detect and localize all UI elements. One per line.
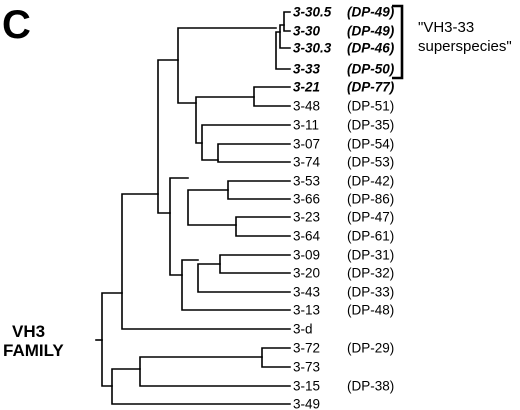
dp-label: (DP-35): [347, 118, 394, 133]
branch-node-h: [283, 11, 291, 32]
branch-node-r: [219, 254, 291, 274]
branch-node-i: [253, 86, 291, 107]
dp-label: (DP-42): [347, 174, 394, 189]
branch-node-root: [101, 292, 123, 387]
leaf-label: 3-66: [293, 192, 320, 207]
leaf-label: 3-30.5: [293, 5, 332, 20]
branch-node-a: [121, 193, 291, 330]
leaf-label: 3-72: [293, 341, 320, 356]
branch-node-s: [139, 356, 291, 387]
branch-node-m: [187, 189, 237, 226]
dp-label: (DP-49): [347, 5, 395, 20]
leaf-label: 3-48: [293, 99, 320, 114]
dp-label: (DP-49): [347, 24, 395, 39]
leaf-label: 3-43: [293, 285, 320, 300]
branch-node-l: [111, 368, 291, 405]
branch-node-q: [197, 263, 291, 293]
leaf-label: 3-30.3: [293, 41, 332, 56]
leaf-label: 3-74: [293, 155, 321, 170]
branch-node-p: [235, 216, 291, 237]
dp-label: (DP-77): [347, 80, 395, 95]
leaf-label: 3-07: [293, 137, 320, 152]
dp-label: (DP-46): [347, 41, 395, 56]
dp-label: (DP-32): [347, 266, 394, 281]
leaf-label: 3-d: [293, 322, 313, 337]
dp-label: (DP-51): [347, 99, 394, 114]
leaf-label: 3-20: [293, 266, 320, 281]
leaf-label: 3-30: [293, 24, 321, 39]
tree-branches: [95, 11, 291, 405]
dp-labels: (DP-49) (DP-49) (DP-46) (DP-50) (DP-77) (DP-5…: [347, 5, 395, 394]
branch-node-o: [227, 180, 291, 200]
dp-label: (DP-53): [347, 155, 394, 170]
branch-node-j: [201, 124, 291, 161]
branch-node-n: [181, 259, 291, 311]
dp-label: (DP-86): [347, 192, 394, 207]
superspecies-label-line2: superspecies": [418, 38, 512, 55]
leaf-label: 3-13: [293, 303, 320, 318]
leaf-label: 3-73: [293, 360, 320, 375]
branch-node-d: [169, 177, 189, 276]
dp-label: (DP-50): [347, 62, 395, 77]
leaf-label: 3-33: [293, 62, 321, 77]
branch-node-g: [279, 24, 291, 49]
superspecies-label-line1: "VH3-33: [418, 19, 474, 36]
branch-node-b: [157, 59, 179, 214]
dp-label: (DP-29): [347, 341, 394, 356]
dp-label: (DP-61): [347, 229, 394, 244]
dp-label: (DP-31): [347, 248, 394, 263]
superspecies-bracket: [392, 4, 404, 80]
dp-label: (DP-48): [347, 303, 394, 318]
dp-label: (DP-38): [347, 379, 394, 394]
branch-node-f: [195, 96, 255, 144]
dp-label: (DP-54): [347, 137, 394, 152]
leaf-label: 3-23: [293, 210, 320, 225]
dp-label: (DP-33): [347, 285, 394, 300]
branch-node-c: [177, 27, 277, 104]
leaf-label: 3-64: [293, 229, 321, 244]
branch-node-t: [261, 347, 291, 368]
root-label-line1: VH3: [12, 322, 45, 341]
dp-label: (DP-47): [347, 210, 394, 225]
branch-node-e: [275, 31, 291, 70]
leaf-label: 3-09: [293, 248, 320, 263]
branch-node-k: [217, 143, 291, 163]
leaf-label: 3-21: [293, 80, 320, 95]
leaf-label: 3-49: [293, 397, 320, 410]
leaf-label: 3-15: [293, 379, 320, 394]
leaf-label: 3-53: [293, 174, 320, 189]
leaf-label: 3-11: [293, 118, 319, 133]
panel-letter: C: [2, 3, 31, 47]
root-label-line2: FAMILY: [3, 341, 64, 360]
leaf-labels: 3-30.5 3-30 3-30.3 3-33 3-21 3-48 3-11 3-07 3-74…: [293, 5, 332, 410]
